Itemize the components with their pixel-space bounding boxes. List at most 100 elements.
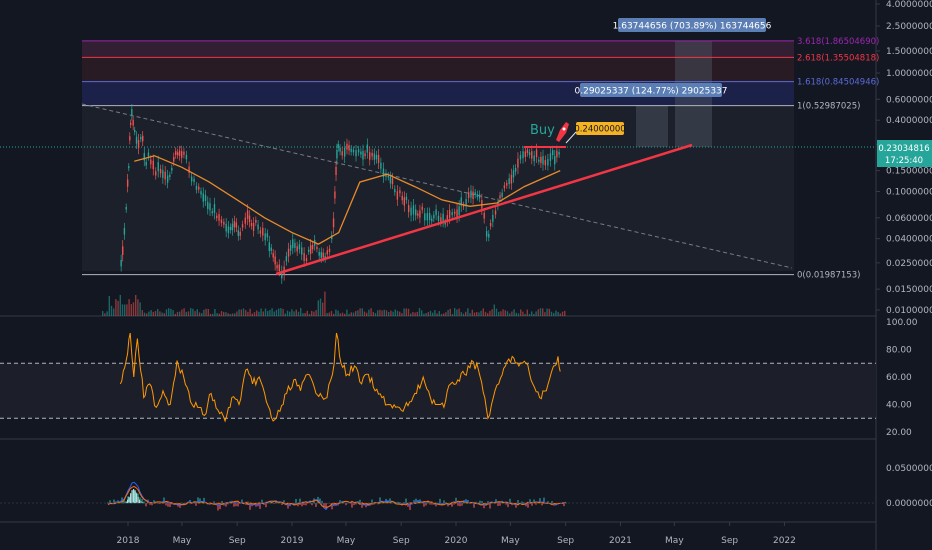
candle-body [328,248,331,253]
candle-body [435,209,437,216]
volume-bar [548,308,550,316]
macd-histogram-bar [483,503,485,509]
macd-histogram-bar [429,503,431,505]
candle-body [533,155,535,162]
time-axis[interactable]: 2018 May Sep 2019 May Sep 2020 May Sep 2021 May Sep… [117,522,796,546]
candle-body [336,149,338,159]
volume-bar [361,308,363,316]
candle-body [448,210,451,218]
time-axis-tick: 2021 [609,536,632,546]
volume-bar [302,313,304,316]
rising-trendline[interactable] [275,143,693,276]
candle-body [332,218,335,228]
candle-body [405,196,408,201]
macd-histogram-bar [531,503,533,506]
candle-body [442,213,444,222]
macd-histogram-bar [277,502,279,504]
macd-histogram-bar [143,501,145,504]
candle-body [241,224,244,228]
target-price-box[interactable] [576,122,624,135]
volume-bar [561,311,564,316]
macd-histogram-bar [479,500,481,504]
macd-histogram-bar [355,503,357,505]
candle-body [499,195,501,199]
macd-histogram-bar [527,503,529,508]
candle-body [417,213,419,216]
time-axis-tick: May [173,536,192,546]
candle-body [558,152,560,155]
candle-body [252,222,255,231]
macd-histogram-bar [373,503,375,505]
candle-body [126,179,129,187]
candle-body [223,221,225,225]
measure-box-1[interactable] [580,83,722,97]
macd-histogram-bar [543,497,545,504]
macd-histogram-bar [437,502,439,504]
candle-body [171,167,173,171]
candle-body [134,129,136,133]
candle-body [216,215,218,219]
candle-body [517,158,519,168]
candle-body [244,217,246,224]
volume-bar [416,311,418,316]
candle-body [276,265,278,269]
volume-bar [337,310,339,316]
candle-body [175,151,177,155]
candle-body [512,170,515,178]
macd-histogram-bar [217,503,219,511]
current-price-badge [877,140,932,167]
macd-histogram-bar [377,503,379,505]
volume-bar [251,313,253,316]
volume-bar [174,313,176,316]
macd-histogram-bar [507,503,509,508]
candle-body [309,245,312,254]
volume-bar [506,311,509,316]
volume-bar [410,313,412,316]
volume-bar [271,308,273,316]
volume-bar [161,312,163,316]
candle-body [183,151,185,155]
volume-bar [179,311,181,316]
macd-histogram-bar [293,503,295,505]
volume-bar [190,308,192,316]
candle-body [357,149,360,153]
volume-bar [280,308,282,316]
macd-histogram-bar [431,503,433,505]
candle-body [474,192,476,196]
volume-bar [238,309,240,316]
candle-body [266,233,269,238]
macd-histogram-bar [453,503,455,505]
rsi-axis-tick: 60.00 [886,373,912,383]
descending-trendline[interactable] [81,103,793,269]
volume-bar [308,313,311,316]
volume-bar [333,313,335,316]
candle-body [544,160,547,166]
candle-body [540,156,542,163]
time-axis-tick: May [501,536,520,546]
candle-body [549,153,552,161]
volume-bar [438,311,440,316]
macd-histogram-bar [185,502,187,504]
macd-histogram-bar [305,503,307,506]
volume-bar [564,310,566,316]
candle-body [180,151,183,158]
macd-histogram-bar [257,503,259,507]
candle-body [233,220,236,228]
candle-body [198,186,200,190]
volume-bar [454,308,456,316]
volume-bar [414,312,416,316]
candle-body [419,210,421,218]
macd-histogram-bar [439,498,441,504]
volume-bar [256,310,258,316]
candle-body [440,217,442,223]
volume-bar [524,313,526,316]
candle-body [437,215,440,221]
candle-body [341,151,343,156]
volume-bar [352,312,355,316]
rsi-line [119,332,561,423]
rsi-axis-tick: 100.00 [886,318,918,328]
volume-bar [339,313,341,316]
measure-box-2[interactable] [618,18,766,32]
